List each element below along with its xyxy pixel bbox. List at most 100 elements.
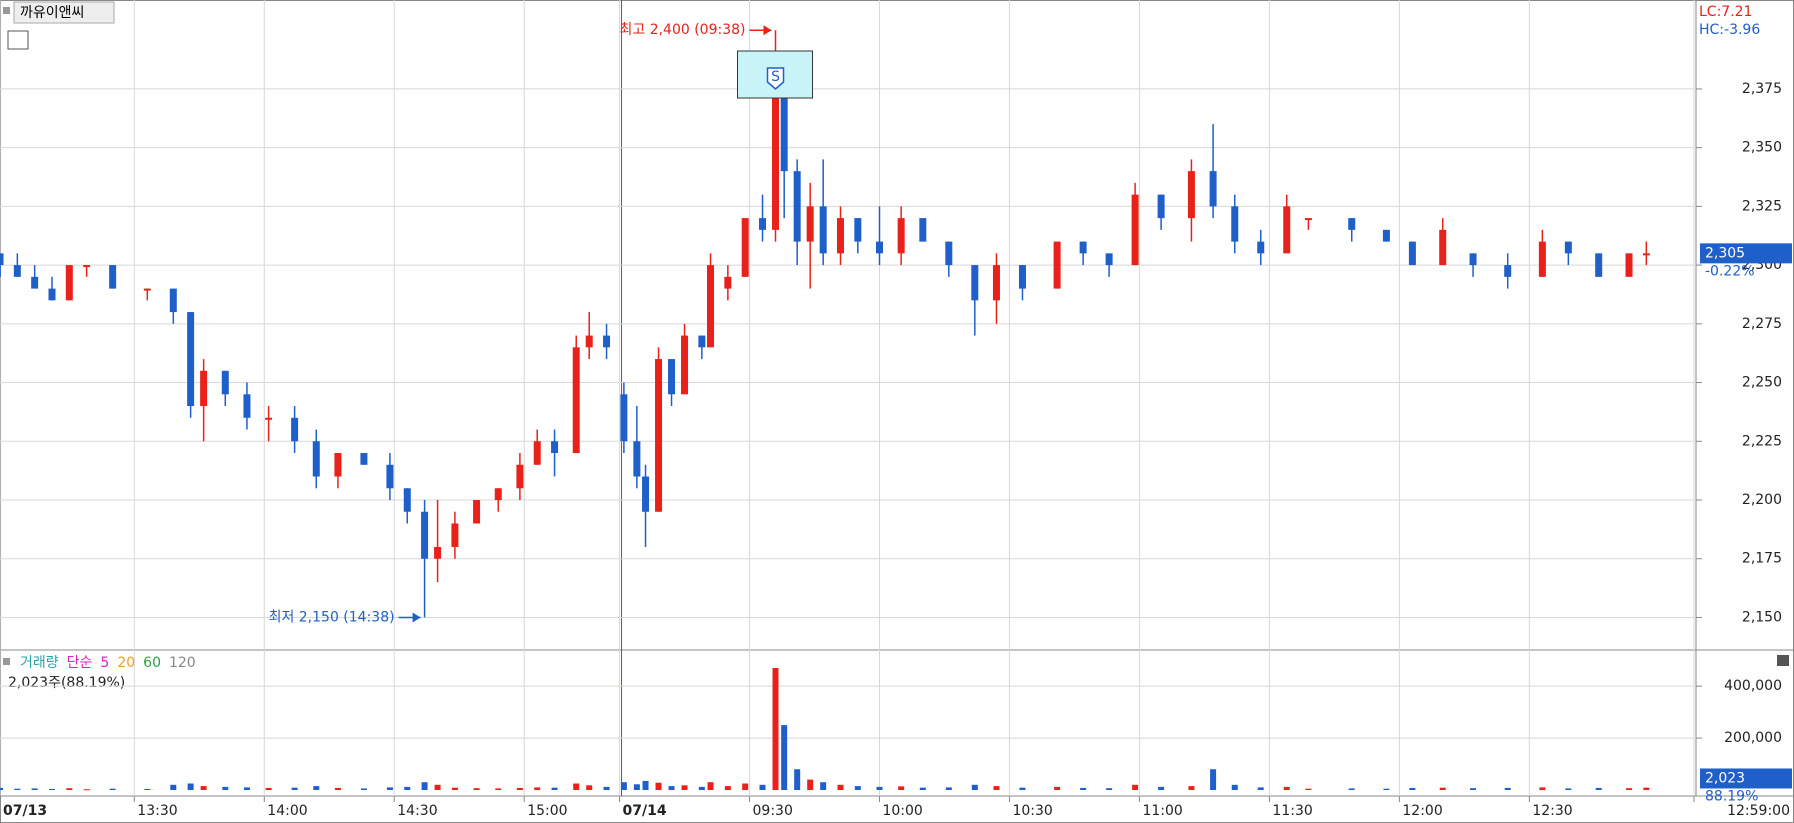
volume-bar bbox=[360, 788, 367, 790]
volume-bar bbox=[772, 667, 779, 790]
candle-body bbox=[1018, 265, 1026, 289]
volume-bar bbox=[1080, 787, 1087, 790]
legend-entry: 거래량 bbox=[20, 655, 59, 671]
volume-bar bbox=[794, 769, 801, 790]
x-tick-label: 09:30 bbox=[753, 803, 793, 819]
volume-bar bbox=[681, 785, 688, 790]
x-tick-label: 07/13 bbox=[3, 803, 47, 819]
candle-body bbox=[386, 464, 394, 489]
candle-body bbox=[1595, 253, 1603, 277]
candle-body bbox=[109, 265, 117, 289]
volume-bar bbox=[1348, 788, 1355, 790]
volume-bar bbox=[1054, 786, 1061, 790]
high-arrowhead bbox=[763, 25, 772, 36]
volume-bar bbox=[1188, 786, 1195, 790]
candle-body bbox=[143, 288, 151, 291]
volume-bar bbox=[1409, 787, 1416, 790]
candle-body bbox=[312, 441, 320, 477]
volume-bar bbox=[642, 780, 649, 790]
candle-body bbox=[668, 359, 676, 395]
volume-bar bbox=[1283, 786, 1290, 790]
volume-bar bbox=[586, 785, 593, 790]
candle-body bbox=[533, 441, 541, 465]
candle-body bbox=[1348, 218, 1356, 230]
volume-bar bbox=[265, 787, 272, 790]
x-tick-label: 12:30 bbox=[1532, 803, 1572, 819]
legend-entry: 120 bbox=[169, 655, 196, 671]
table-icon[interactable] bbox=[7, 30, 29, 50]
candle-body bbox=[473, 500, 481, 524]
candle-body bbox=[1439, 229, 1447, 266]
volume-bar bbox=[551, 787, 558, 790]
lc-label: LC:7.21 bbox=[1699, 4, 1752, 20]
volume-bar bbox=[0, 787, 3, 790]
candle-body bbox=[451, 523, 459, 547]
volume-bar bbox=[1019, 787, 1026, 790]
candle-body bbox=[642, 476, 650, 512]
volume-bar bbox=[144, 788, 151, 790]
legend-entry: 5 bbox=[100, 655, 109, 671]
candle-body bbox=[1564, 241, 1572, 254]
volume-bar bbox=[1595, 787, 1602, 790]
volume-bar bbox=[993, 786, 1000, 790]
volume-bar bbox=[109, 788, 116, 790]
volume-bar bbox=[434, 784, 441, 790]
candle-body bbox=[1079, 241, 1087, 254]
candle-body bbox=[971, 265, 979, 301]
volume-bar bbox=[1305, 788, 1312, 790]
volume-bar bbox=[334, 787, 341, 790]
volume-bar bbox=[473, 788, 480, 790]
volume-bar bbox=[655, 782, 662, 790]
volume-bar bbox=[724, 786, 731, 790]
candle-body bbox=[793, 171, 801, 242]
legend-entry: 단순 bbox=[67, 655, 93, 671]
volume-bar bbox=[781, 725, 788, 790]
y-tick-label: 400,000 bbox=[1724, 678, 1782, 694]
candle-body bbox=[221, 370, 229, 395]
volume-bar bbox=[534, 787, 541, 790]
candle-body bbox=[681, 335, 689, 395]
candle-body bbox=[897, 218, 905, 254]
candle-body bbox=[434, 546, 442, 559]
candle-body bbox=[0, 253, 4, 266]
candle-body bbox=[759, 218, 767, 230]
x-tick-label: 14:00 bbox=[267, 803, 307, 819]
volume-bar bbox=[807, 779, 814, 790]
x-tick-label: 11:00 bbox=[1142, 803, 1182, 819]
x-tick-label: 11:30 bbox=[1272, 803, 1312, 819]
volume-info: 2,023주(88.19%) bbox=[8, 675, 125, 691]
volume-bar bbox=[1106, 788, 1113, 790]
volume-bar bbox=[66, 788, 73, 790]
y-tick-label: 200,000 bbox=[1724, 730, 1782, 746]
candle-body bbox=[806, 206, 814, 242]
candle-body bbox=[13, 265, 21, 277]
x-tick-label: 13:30 bbox=[137, 803, 177, 819]
candle-body bbox=[772, 77, 780, 230]
y-tick-label: 2,275 bbox=[1742, 316, 1782, 332]
candle-body bbox=[620, 394, 628, 442]
volume-bar bbox=[707, 782, 714, 790]
volume-bar bbox=[404, 786, 411, 790]
volume-bar bbox=[1231, 784, 1238, 790]
candle-body bbox=[1538, 241, 1546, 277]
low-arrowhead bbox=[412, 612, 421, 623]
y-tick-label: 2,175 bbox=[1742, 551, 1782, 567]
volume-bar bbox=[31, 788, 38, 790]
candle-body bbox=[603, 335, 611, 348]
volume-bar bbox=[421, 782, 428, 790]
candle-body bbox=[1469, 253, 1477, 266]
legend-entry: 20 bbox=[117, 655, 135, 671]
candle-body bbox=[1157, 194, 1165, 219]
candle-body bbox=[187, 312, 195, 407]
candle-body bbox=[551, 441, 559, 454]
x-tick-label: 12:59:00 bbox=[1727, 803, 1790, 819]
x-tick-label: 10:30 bbox=[1012, 803, 1052, 819]
volume-bar bbox=[200, 786, 207, 790]
candle-body bbox=[707, 265, 715, 348]
volume-bar bbox=[620, 782, 627, 790]
close-button[interactable] bbox=[1777, 655, 1789, 666]
x-tick-label: 12:00 bbox=[1402, 803, 1442, 819]
candle-body bbox=[1187, 171, 1195, 219]
volume-bar bbox=[742, 783, 749, 790]
